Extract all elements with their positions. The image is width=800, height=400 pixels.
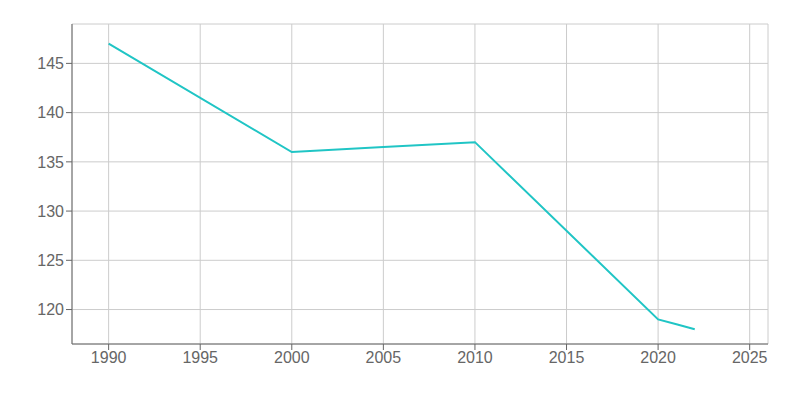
svg-text:140: 140 (37, 104, 64, 121)
svg-text:1990: 1990 (91, 349, 127, 366)
svg-text:1995: 1995 (182, 349, 218, 366)
svg-text:145: 145 (37, 55, 64, 72)
svg-text:135: 135 (37, 154, 64, 171)
svg-text:2020: 2020 (640, 349, 676, 366)
svg-text:2025: 2025 (732, 349, 768, 366)
svg-text:130: 130 (37, 203, 64, 220)
svg-text:2000: 2000 (274, 349, 310, 366)
svg-text:125: 125 (37, 252, 64, 269)
svg-text:2005: 2005 (366, 349, 402, 366)
svg-text:2015: 2015 (549, 349, 585, 366)
svg-text:2010: 2010 (457, 349, 493, 366)
svg-text:120: 120 (37, 301, 64, 318)
